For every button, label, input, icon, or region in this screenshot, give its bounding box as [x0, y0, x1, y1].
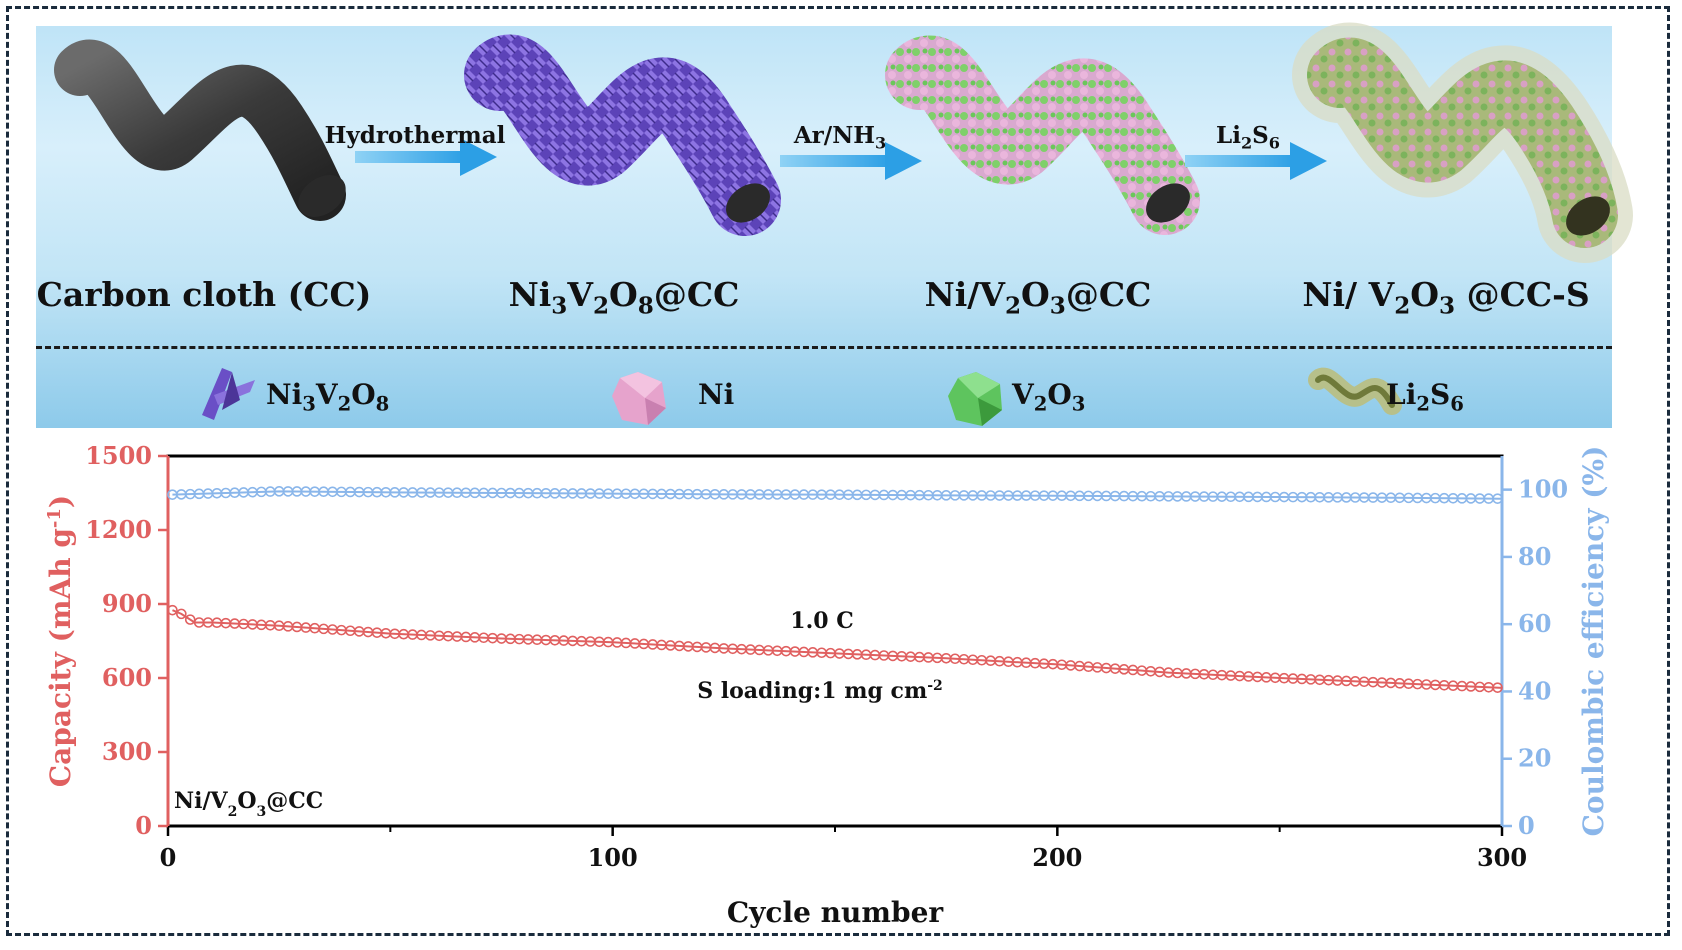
coulombic-efficiency-point [1492, 493, 1503, 504]
stage-label-carbon-cloth: Carbon cloth (CC) [36, 275, 372, 314]
y-right-tick-label: 0 [1518, 811, 1535, 840]
ni3v2o8-cc-illustration [464, 34, 781, 236]
stage-label-ni-v2o3-cc-s: Ni/ V2O3 @CC-S [1302, 275, 1590, 320]
figure-frame [6, 6, 1670, 936]
x-tick-label: 200 [1032, 843, 1082, 872]
li2s6-coating-icon [1308, 367, 1402, 415]
y-right-tick-label: 100 [1518, 475, 1568, 504]
x-tick-label: 0 [160, 843, 177, 872]
arrow-ar-nh3 [780, 142, 922, 180]
capacity-point [1492, 682, 1503, 693]
stage-label-ni3v2o8-cc: Ni3V2O8@CC [508, 275, 740, 320]
annotation-sample: Ni/V2O3@CC [174, 788, 323, 820]
y-left-tick-label: 1500 [85, 441, 152, 470]
capacity-point [167, 604, 178, 616]
ni-icosahedron-icon [612, 372, 666, 425]
y-right-tick-label: 20 [1518, 744, 1551, 773]
v2o3-crystal-icon [948, 372, 1002, 426]
scheme-legend-separator [36, 346, 1612, 349]
legend-label-ni3v2o8: Ni3V2O8 [266, 378, 390, 416]
y-left-tick-label: 1200 [85, 515, 152, 544]
y-right-tick-label: 80 [1518, 542, 1551, 571]
x-axis-label: Cycle number [727, 896, 945, 929]
y-right-tick-label: 60 [1518, 609, 1551, 638]
legend-label-ni: Ni [698, 378, 735, 411]
y-left-tick-label: 900 [102, 589, 152, 618]
y-left-tick-label: 600 [102, 663, 152, 692]
y-right-tick-label: 40 [1518, 676, 1551, 705]
annotation-rate: 1.0 C [790, 608, 853, 634]
annotation-s-loading: S loading:1 mg cm-2 [697, 678, 943, 704]
plot-area [166, 454, 1504, 828]
y-axis-left-label: Capacity (mAh g-1) [44, 495, 78, 787]
arrow-li2s6 [1185, 142, 1327, 180]
y-left-tick-label: 300 [102, 737, 152, 766]
legend-label-v2o3: V2O3 [1012, 378, 1086, 416]
carbon-cloth-illustration [54, 39, 346, 221]
step-label-ar-nh3: Ar/NH3 [793, 122, 887, 153]
ni-v2o3-cc-s-illustration [1292, 22, 1633, 263]
step-label-hydrothermal: Hydrothermal [324, 122, 506, 149]
y-left-tick-label: 0 [135, 811, 152, 840]
ni-v2o3-cc-illustration [885, 35, 1200, 235]
step-label-li2s6: Li2S6 [1216, 122, 1280, 153]
ni3v2o8-crystal-icon [202, 368, 255, 420]
legend-label-li2s6: Li2S6 [1386, 378, 1464, 416]
y-axis-right-label: Coulombic efficiency (%) [1577, 446, 1610, 837]
x-tick-label: 300 [1477, 843, 1527, 872]
stage-label-ni-v2o3-cc: Ni/V2O3@CC [924, 275, 1152, 320]
capacity-point [176, 608, 187, 620]
arrow-hydrothermal [355, 138, 497, 176]
x-tick-label: 100 [588, 843, 638, 872]
